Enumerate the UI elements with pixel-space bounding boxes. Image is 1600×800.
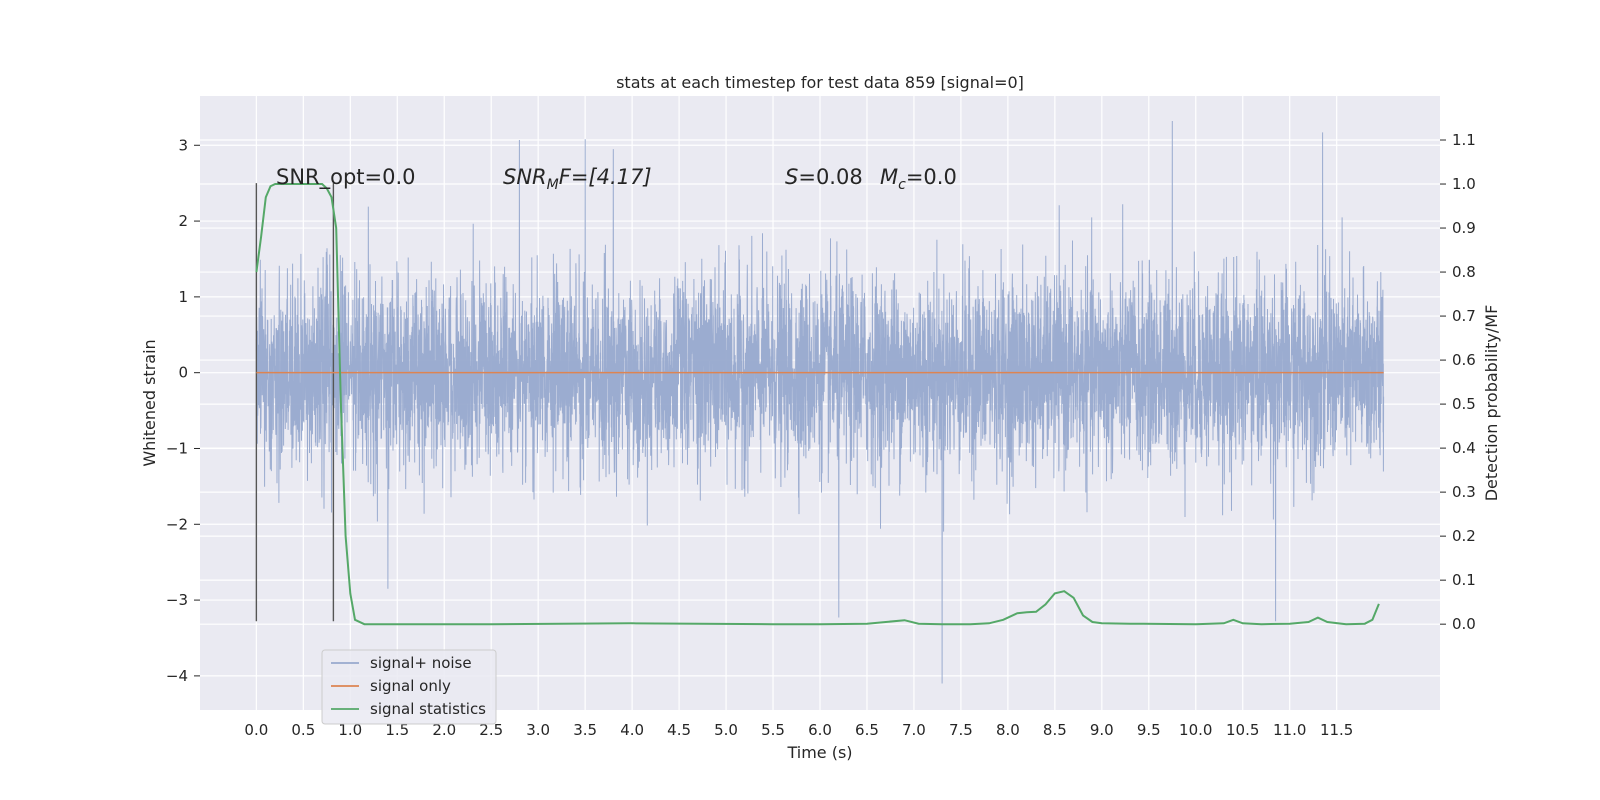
y2-tick-label: 0.7 [1452,307,1476,325]
x-tick-label: 7.5 [949,721,973,739]
x-tick-label: 9.5 [1137,721,1161,739]
mc-annotation: Mc=0.0 [880,165,957,193]
y2-tick-label: 0.3 [1452,483,1476,501]
x-tick-label: 10.0 [1179,721,1212,739]
y2-tick-label: 1.0 [1452,175,1476,193]
y2-tick-label: 0.1 [1452,571,1476,589]
legend-label-signal-only: signal only [370,677,451,695]
legend-box [321,649,497,725]
legend-label-signal-statistics: signal statistics [370,700,486,718]
y-axis-ticks: 3 2 1 0 −1 −2 −3 −4 [166,136,200,685]
mc-sub: c [898,177,906,193]
signal-noise-line [255,120,1385,684]
y-tick-label: −3 [166,591,188,609]
x-tick-label: 3.5 [573,721,597,739]
x-tick-label: 4.0 [620,721,644,739]
y-tick-label: −2 [166,515,188,533]
chart-title: stats at each timestep for test data 859… [616,73,1024,92]
right-y-axis-title: Detection probability/MF [1482,305,1501,502]
x-tick-label: 6.5 [855,721,879,739]
x-tick-label: 0.0 [244,721,268,739]
right-y-axis-ticks: 1.1 1.0 0.9 0.8 0.7 0.6 0.5 0.4 0.3 0.2 0.1 0.0 [1440,131,1476,633]
x-axis-ticks: 0.0 0.5 1.0 1.5 2.0 2.5 3.0 3.5 4.0 4.5 5.0 5.5 6.0 6… [244,721,1353,739]
snr-mf-sub: M [547,177,559,193]
y2-tick-label: 0.8 [1452,263,1476,281]
x-tick-label: 1.5 [385,721,409,739]
x-tick-label: 1.0 [338,721,362,739]
s-rest: =0.08 [798,165,862,189]
s-annotation: S=0.08 [785,165,863,189]
snr-mf-base: SNR [503,165,547,189]
y-tick-label: 1 [178,288,188,306]
y-tick-label: −4 [166,667,188,685]
x-tick-label: 6.0 [808,721,832,739]
snr-mf-annotation: SNRMF=[4.17] [503,165,652,193]
y-tick-label: 0 [178,364,188,382]
snr-opt-annotation: SNR_opt=0.0 [276,165,416,190]
y2-tick-label: 1.1 [1452,131,1476,149]
y2-tick-label: 0.2 [1452,527,1476,545]
legend-label-signal-noise: signal+ noise [370,654,472,672]
x-axis-title: Time (s) [786,743,852,762]
x-tick-label: 8.5 [1043,721,1067,739]
y-tick-label: 3 [178,136,188,154]
x-tick-label: 2.0 [432,721,456,739]
x-tick-label: 11.0 [1273,721,1306,739]
signal-noise-series [255,120,1385,684]
y2-tick-label: 0.0 [1452,615,1476,633]
x-tick-label: 5.0 [714,721,738,739]
y-tick-label: 2 [178,212,188,230]
mc-rest: =0.0 [906,165,957,189]
x-tick-label: 11.5 [1320,721,1353,739]
x-tick-label: 3.0 [526,721,550,739]
s-base: S [785,165,798,189]
vertical-markers [255,183,335,622]
x-tick-label: 7.0 [902,721,926,739]
x-tick-label: 2.5 [479,721,503,739]
x-tick-label: 9.0 [1090,721,1114,739]
y-tick-label: −1 [166,439,188,457]
x-tick-label: 8.0 [996,721,1020,739]
snr-mf-rest-f: F=[4.17] [559,165,652,189]
y2-tick-label: 0.6 [1452,351,1476,369]
x-tick-label: 5.5 [761,721,785,739]
x-tick-label: 4.5 [667,721,691,739]
y2-tick-label: 0.4 [1452,439,1476,457]
y2-tick-label: 0.9 [1452,219,1476,237]
y-axis-title: Whitened strain [140,339,159,466]
signal-statistics-series [255,183,1380,626]
x-tick-label: 10.5 [1226,721,1259,739]
signal-statistics-line [255,183,1380,626]
mc-base: M [880,165,898,189]
y2-tick-label: 0.5 [1452,395,1476,413]
legend: signal+ noise signal only signal statist… [321,649,497,725]
x-tick-label: 0.5 [291,721,315,739]
